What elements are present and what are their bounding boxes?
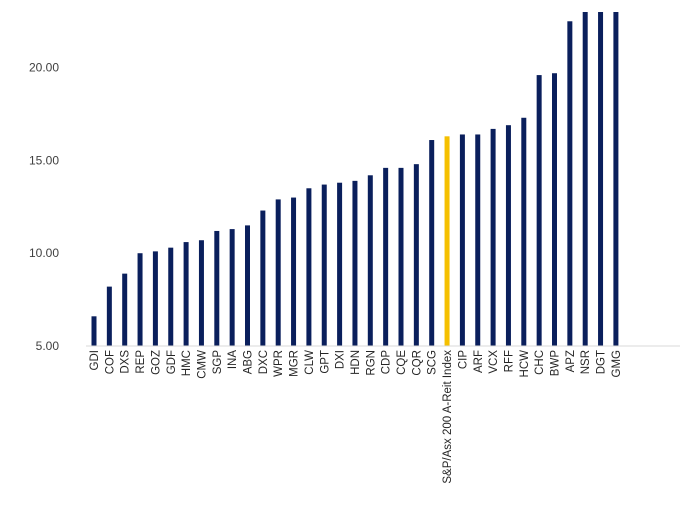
bar-chc bbox=[536, 75, 542, 346]
y-axis: 5.00 10.00 15.00 20.00 bbox=[29, 61, 59, 353]
x-tick-label: NSR bbox=[580, 350, 592, 374]
x-tick-label: SGP bbox=[212, 350, 224, 375]
x-tick-label: GMG bbox=[611, 350, 623, 378]
x-axis-labels: GDI COF DXS REP GOZ GDF HMC CMW SGP INA ABG DXC WPR M… bbox=[89, 350, 623, 484]
x-tick-label: HMC bbox=[181, 350, 193, 376]
bar-goz bbox=[152, 251, 158, 346]
bar-abg bbox=[245, 225, 250, 346]
bar-clw bbox=[306, 188, 312, 346]
x-tick-label: INA bbox=[227, 350, 239, 370]
x-tick-label: GOZ bbox=[150, 350, 162, 375]
bar-bwp bbox=[552, 73, 557, 346]
y-tick-label: 5.00 bbox=[36, 339, 60, 353]
bar-dgt bbox=[598, 12, 604, 346]
x-tick-label: RGN bbox=[365, 350, 377, 376]
x-tick-label: ARF bbox=[473, 350, 485, 373]
y-tick-label: 10.00 bbox=[29, 246, 59, 260]
x-tick-label: CDP bbox=[381, 350, 393, 375]
y-tick-label: 20.00 bbox=[29, 61, 59, 75]
bar-vcx bbox=[490, 128, 496, 346]
bar-gmg bbox=[613, 12, 619, 346]
x-tick-label: HDN bbox=[350, 350, 362, 375]
x-tick-label: APZ bbox=[565, 350, 577, 372]
x-tick-label: GPT bbox=[319, 350, 331, 374]
bar-cip bbox=[459, 134, 465, 346]
bar-apz bbox=[567, 21, 573, 347]
bar-hcw bbox=[521, 117, 527, 347]
bar-gdi bbox=[91, 316, 97, 346]
x-tick-label: REP bbox=[135, 350, 147, 374]
x-tick-label: DGT bbox=[596, 350, 608, 374]
x-tick-label: CMW bbox=[196, 350, 208, 379]
x-tick-label: MGR bbox=[289, 350, 301, 377]
bar-dxc bbox=[260, 210, 266, 346]
bar-sgp bbox=[214, 230, 220, 346]
x-tick-label: DXI bbox=[335, 350, 347, 369]
bar-cdp bbox=[383, 167, 389, 346]
bar-cmw bbox=[198, 240, 204, 346]
bar-s-p-asx-200-a-reit-index bbox=[444, 136, 450, 346]
bar-cof bbox=[106, 286, 112, 346]
bar-ina bbox=[229, 229, 235, 346]
x-tick-label: CHC bbox=[534, 350, 546, 375]
x-tick-label: DXC bbox=[258, 350, 270, 374]
bar-dxi bbox=[337, 182, 343, 346]
bar-cqe bbox=[398, 167, 404, 346]
bar-gpt bbox=[321, 184, 327, 346]
x-tick-label: GDI bbox=[89, 350, 101, 370]
x-tick-label: CIP bbox=[457, 350, 469, 370]
bar-cqr bbox=[413, 164, 419, 346]
bar-nsr bbox=[582, 12, 588, 346]
x-tick-label: CQE bbox=[396, 350, 408, 375]
x-tick-label: SCG bbox=[427, 350, 439, 375]
x-tick-label: CQR bbox=[411, 350, 423, 376]
x-tick-label: BWP bbox=[550, 350, 562, 377]
bar-hmc bbox=[183, 242, 189, 346]
x-tick-label: VCX bbox=[488, 350, 500, 374]
bars bbox=[91, 12, 619, 347]
bar-arf bbox=[475, 134, 481, 346]
x-tick-label: RFF bbox=[503, 350, 515, 372]
y-tick-label: 15.00 bbox=[29, 153, 59, 167]
bar-mgr bbox=[291, 197, 297, 346]
bar-rep bbox=[137, 253, 143, 346]
x-tick-label: CLW bbox=[304, 350, 316, 375]
x-tick-label: ABG bbox=[243, 350, 255, 374]
bar-scg bbox=[429, 140, 435, 346]
bar-rff bbox=[505, 125, 511, 346]
x-tick-label: HCW bbox=[519, 350, 531, 378]
x-tick-label: COF bbox=[104, 350, 116, 374]
bar-rgn bbox=[367, 175, 373, 346]
bar-hdn bbox=[352, 180, 358, 346]
x-tick-label: GDF bbox=[166, 350, 178, 374]
bar-gdf bbox=[168, 247, 174, 346]
bar-wpr bbox=[275, 199, 281, 346]
x-tick-label: WPR bbox=[273, 350, 285, 377]
bar-dxs bbox=[122, 273, 128, 346]
x-tick-label: S&P/Asx 200 A-Reit Index bbox=[442, 350, 454, 484]
x-tick-label: DXS bbox=[120, 350, 132, 374]
